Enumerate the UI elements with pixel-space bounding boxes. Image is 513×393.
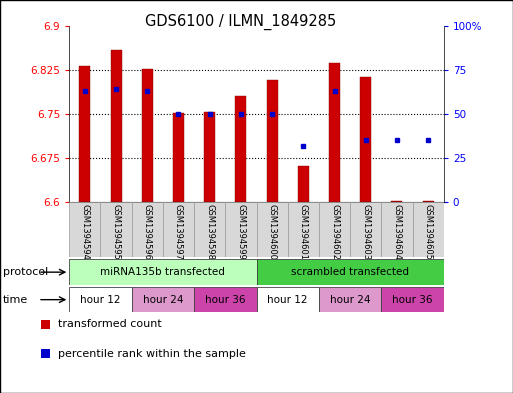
FancyBboxPatch shape: [225, 202, 256, 257]
FancyBboxPatch shape: [319, 202, 350, 257]
Text: GSM1394604: GSM1394604: [392, 204, 402, 260]
FancyBboxPatch shape: [132, 202, 163, 257]
Text: hour 12: hour 12: [80, 295, 121, 305]
Text: GSM1394602: GSM1394602: [330, 204, 339, 260]
Text: GSM1394603: GSM1394603: [361, 204, 370, 260]
Bar: [204, 112, 215, 202]
Bar: [142, 69, 153, 202]
FancyBboxPatch shape: [381, 287, 444, 312]
FancyBboxPatch shape: [194, 287, 256, 312]
Text: GSM1394600: GSM1394600: [268, 204, 277, 260]
Text: hour 36: hour 36: [205, 295, 246, 305]
Text: protocol: protocol: [3, 267, 48, 277]
Text: GSM1394599: GSM1394599: [236, 204, 245, 260]
Text: GSM1394597: GSM1394597: [174, 204, 183, 260]
Text: GDS6100 / ILMN_1849285: GDS6100 / ILMN_1849285: [146, 14, 337, 30]
Text: miRNA135b transfected: miRNA135b transfected: [101, 267, 225, 277]
FancyBboxPatch shape: [350, 202, 381, 257]
Text: time: time: [3, 295, 28, 305]
Text: hour 36: hour 36: [392, 295, 433, 305]
Text: GSM1394595: GSM1394595: [111, 204, 121, 260]
Text: percentile rank within the sample: percentile rank within the sample: [58, 349, 246, 359]
Bar: [423, 201, 433, 202]
FancyBboxPatch shape: [132, 287, 194, 312]
Bar: [391, 200, 402, 202]
FancyBboxPatch shape: [256, 287, 319, 312]
Bar: [329, 63, 340, 202]
Text: GSM1394596: GSM1394596: [143, 204, 152, 260]
Text: GSM1394598: GSM1394598: [205, 204, 214, 260]
Bar: [111, 50, 122, 202]
Bar: [360, 77, 371, 202]
Text: hour 24: hour 24: [330, 295, 370, 305]
FancyBboxPatch shape: [69, 259, 256, 285]
Bar: [267, 80, 278, 202]
Text: hour 12: hour 12: [267, 295, 308, 305]
Text: scrambled transfected: scrambled transfected: [291, 267, 409, 277]
FancyBboxPatch shape: [163, 202, 194, 257]
FancyBboxPatch shape: [256, 259, 444, 285]
FancyBboxPatch shape: [69, 202, 101, 257]
FancyBboxPatch shape: [288, 202, 319, 257]
Text: GSM1394594: GSM1394594: [81, 204, 89, 260]
FancyBboxPatch shape: [101, 202, 132, 257]
FancyBboxPatch shape: [319, 287, 381, 312]
FancyBboxPatch shape: [69, 287, 132, 312]
Text: transformed count: transformed count: [58, 319, 162, 329]
Text: hour 24: hour 24: [143, 295, 183, 305]
Text: GSM1394601: GSM1394601: [299, 204, 308, 260]
Bar: [235, 96, 246, 202]
Bar: [298, 166, 309, 202]
FancyBboxPatch shape: [381, 202, 412, 257]
FancyBboxPatch shape: [256, 202, 288, 257]
Text: GSM1394605: GSM1394605: [424, 204, 432, 260]
Bar: [173, 113, 184, 202]
FancyBboxPatch shape: [412, 202, 444, 257]
Bar: [80, 66, 90, 202]
FancyBboxPatch shape: [194, 202, 225, 257]
